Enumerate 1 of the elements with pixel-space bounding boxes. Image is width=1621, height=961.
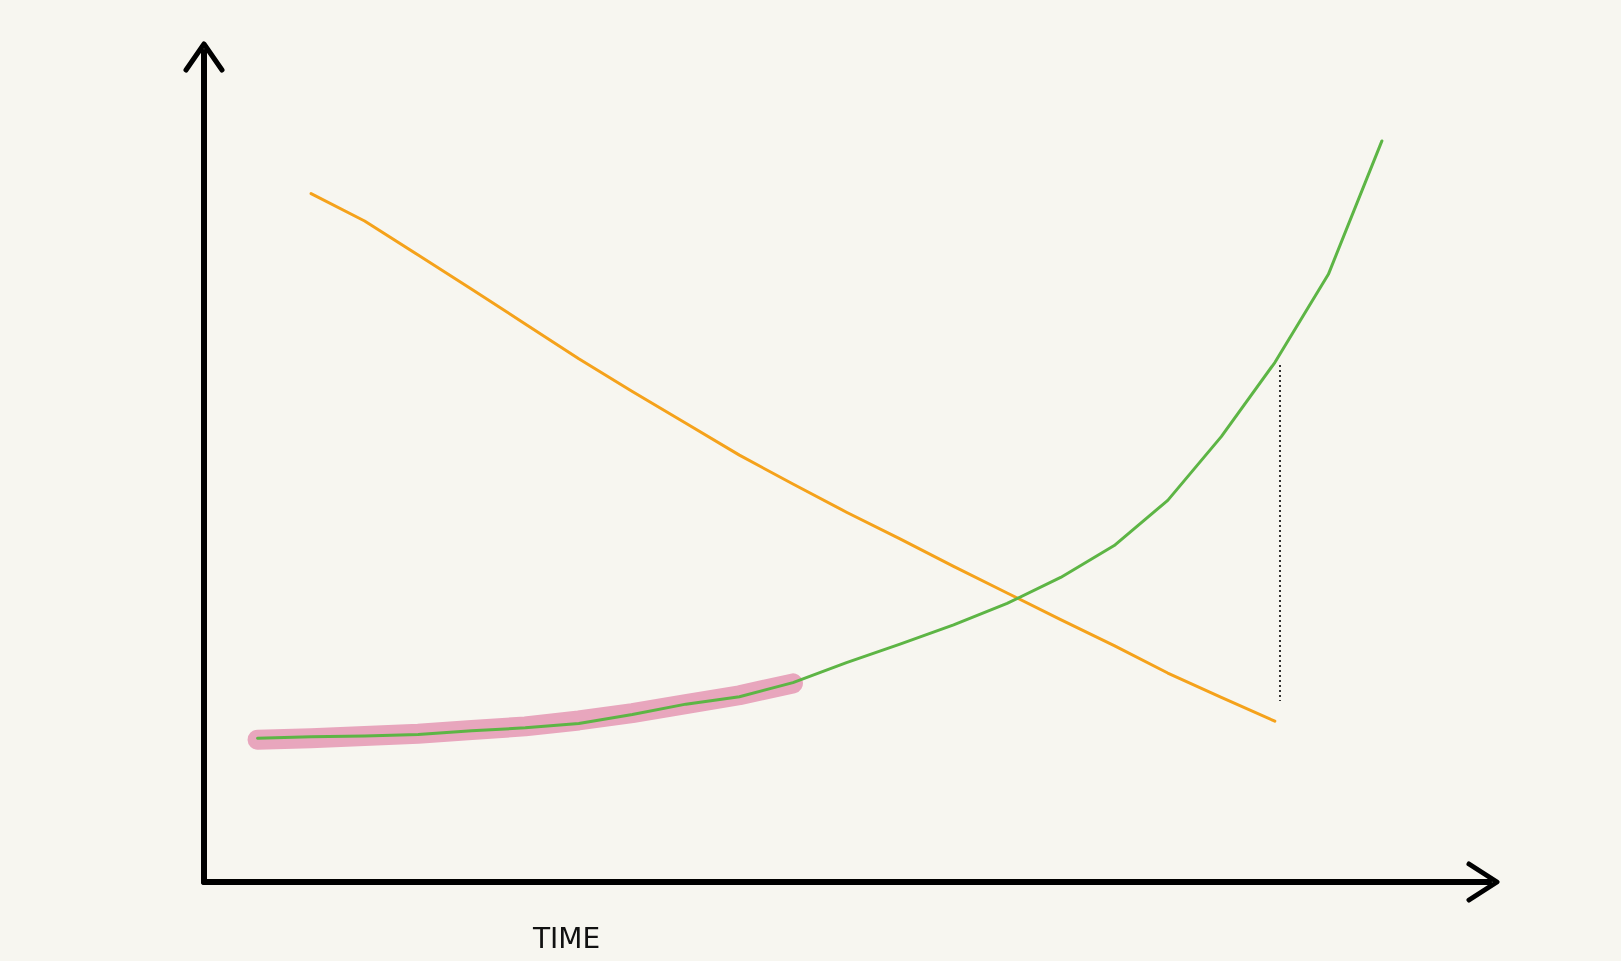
x-axis-title: TIME [531, 921, 601, 955]
